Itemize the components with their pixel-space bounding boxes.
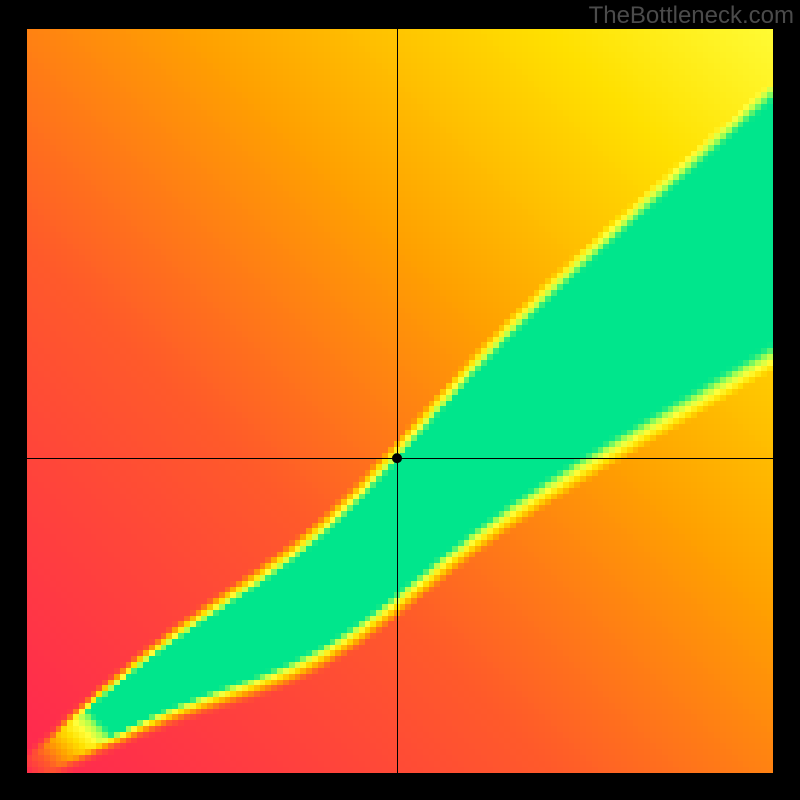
chart-frame: TheBottleneck.com xyxy=(0,0,800,800)
watermark-text: TheBottleneck.com xyxy=(589,2,794,30)
plot-area xyxy=(27,29,773,773)
heatmap-canvas xyxy=(27,29,773,773)
